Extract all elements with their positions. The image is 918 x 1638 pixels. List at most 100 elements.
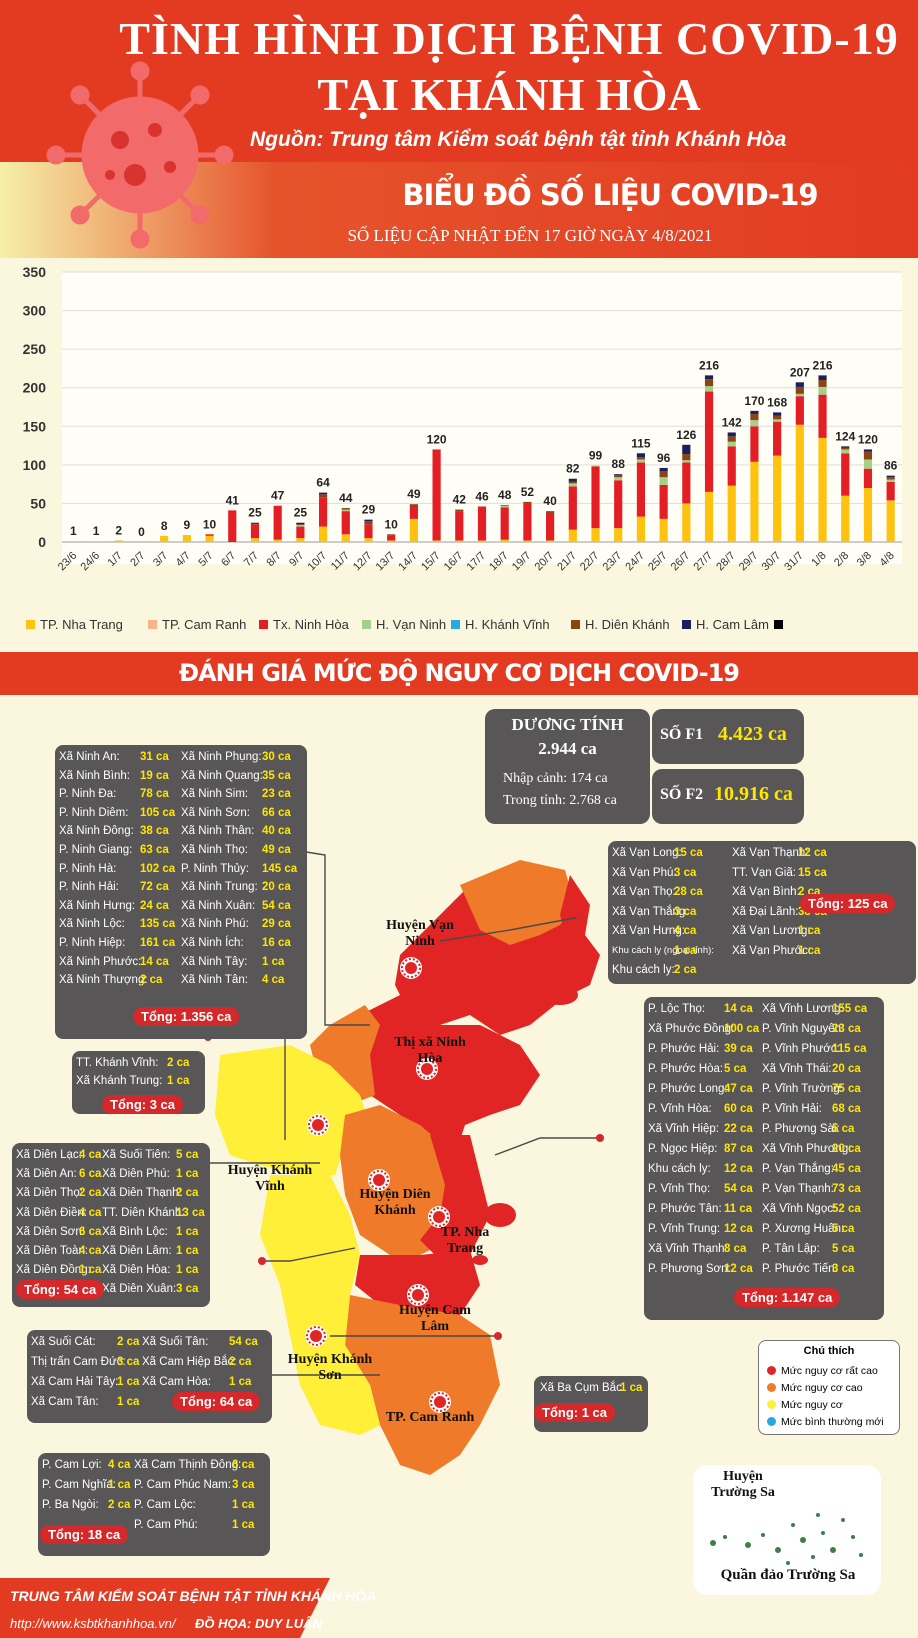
bar-segment — [841, 447, 850, 450]
bar-segment — [364, 524, 373, 539]
bar-total-label: 44 — [339, 491, 353, 505]
bar-segment — [546, 540, 555, 542]
bar-segment — [250, 522, 260, 524]
commune-name: P. Xương Huân: — [762, 1223, 845, 1235]
commune-cases: 30 ca — [262, 751, 291, 763]
legend-item: TP. Cam Ranh — [148, 617, 246, 632]
commune-cases: 54 ca — [229, 1336, 258, 1348]
commune-name: P. Phước Tiến: — [762, 1263, 838, 1275]
commune-name: Xã Suối Tân: — [142, 1336, 209, 1348]
bar-total-label: 216 — [699, 358, 719, 372]
commune-name: Xã Khánh Trung: — [76, 1075, 163, 1087]
commune-name: P. Ba Ngòi: — [42, 1499, 99, 1511]
y-tick-label: 350 — [23, 264, 47, 280]
map-region-cam-lam-south — [345, 1295, 500, 1475]
bar-segment — [795, 382, 804, 387]
commune-cases: 20 ca — [262, 881, 291, 894]
bar-segment — [863, 468, 873, 488]
bar-segment — [863, 488, 873, 542]
commune-name: P. Vĩnh Nguyên: — [762, 1023, 845, 1035]
bar-segment — [841, 453, 850, 496]
region-total-badge: Tổng: 125 ca — [800, 894, 896, 913]
bar-total-label: 41 — [226, 493, 240, 507]
bar-total-label: 124 — [835, 429, 855, 443]
bar-segment — [818, 386, 827, 395]
bar-segment — [886, 477, 895, 480]
commune-name: Thị trấn Cam Đức: — [31, 1356, 126, 1368]
commune-name: Xã Vĩnh Thạnh: — [648, 1243, 728, 1255]
bar-segment — [500, 539, 509, 542]
bar-segment — [818, 437, 827, 542]
bar-total-label: 49 — [407, 487, 421, 501]
page-title-line1: TÌNH HÌNH DỊCH BỆNH COVID-19 — [119, 13, 899, 64]
legend-item: H. Cam Lâm — [682, 617, 769, 632]
y-tick-label: 200 — [23, 380, 47, 396]
bar-segment — [727, 446, 736, 486]
commune-name: P. Cam Nghĩa: — [42, 1479, 116, 1491]
commune-cases: 5 ca — [724, 1063, 747, 1075]
imported-text: Nhập cảnh: 174 ca — [503, 771, 608, 786]
bar-total-label: 48 — [498, 488, 512, 502]
bar-total-label: 47 — [271, 489, 285, 503]
bar-total-label: 96 — [657, 451, 671, 465]
bar-segment — [523, 540, 532, 542]
commune-cases: 15 ca — [798, 866, 827, 879]
commune-cases: 102 ca — [140, 862, 176, 875]
y-tick-label: 100 — [23, 457, 47, 473]
commune-cases: 1 ca — [620, 1382, 643, 1394]
map-region-nha-trang — [420, 1135, 490, 1260]
bar-segment — [296, 525, 305, 527]
bar-segment — [546, 513, 555, 541]
bar-segment — [568, 481, 577, 484]
chart-subtitle: SỐ LIỆU CẬP NHẬT ĐẾN 17 GIỜ NGÀY 4/8/202… — [347, 226, 713, 245]
commune-cases: 2 ca — [167, 1057, 190, 1069]
commune-name: Xã Ninh Trung: — [181, 881, 258, 894]
bar-segment — [727, 436, 736, 442]
commune-name: P. Phương Sài: — [762, 1123, 840, 1135]
commune-cases: 1 ca — [79, 1264, 102, 1277]
bar-segment — [409, 504, 418, 507]
key-item-risk: Mức nguy cơ — [767, 1399, 843, 1411]
bar-segment — [296, 522, 305, 525]
region-total-badge: Tổng: 64 ca — [172, 1392, 261, 1411]
bar-segment — [886, 500, 895, 542]
bar-segment — [296, 538, 305, 542]
commune-name: Xã Ninh Sim: — [181, 788, 249, 801]
bar-segment — [841, 446, 850, 448]
region-total-badge: Tổng: 18 ca — [40, 1525, 129, 1544]
commune-name: Xã Vạn Phước: — [732, 944, 812, 957]
commune-cases: 4 ca — [79, 1245, 102, 1257]
commune-cases: 5 ca — [176, 1149, 199, 1161]
map-region-cam-lam — [355, 1250, 480, 1315]
commune-cases: 54 ca — [262, 899, 291, 912]
footer-url[interactable]: http://www.ksbtkhanhhoa.vn/ — [10, 1616, 176, 1631]
commune-name: Khu cách ly: — [612, 964, 675, 976]
city-marker-icon — [307, 1114, 329, 1136]
bar-segment — [727, 485, 736, 542]
f1-box: SỐ F1 4.423 ca — [652, 709, 804, 764]
bar-segment — [841, 449, 850, 454]
commune-cases: 12 ca — [724, 1263, 753, 1275]
bar-segment — [387, 540, 396, 542]
commune-name: Xã Vĩnh Ngọc: — [762, 1203, 837, 1215]
bar-segment — [182, 535, 191, 542]
page-title-line2: TẠI KHÁNH HÒA — [317, 69, 701, 120]
commune-name: Xã Ninh Phụng: — [181, 751, 262, 763]
bar-total-label: 99 — [589, 449, 603, 463]
bar-total-label: 64 — [316, 476, 330, 490]
place-cam-lam: Huyện Cam Lâm — [399, 1303, 471, 1334]
truong-sa-inset: Huyện Trường Sa Quần đảo Trường Sa — [693, 1465, 881, 1595]
commune-name: P. Lộc Thọ: — [648, 1003, 706, 1015]
positive-label: DƯƠNG TÍNH — [511, 715, 624, 734]
legend-label: H. Khánh Vĩnh — [465, 617, 550, 632]
city-marker-icon — [305, 1325, 327, 1347]
bar-total-label: 46 — [475, 490, 489, 504]
bar-total-label: 8 — [161, 519, 168, 533]
commune-name: Xã Diên Thọ: — [16, 1187, 83, 1200]
commune-name: Xã Vạn Thắng: — [612, 905, 689, 918]
commune-name: P. Ninh Giang: — [59, 844, 133, 856]
bar-segment — [750, 410, 759, 414]
commune-cases: 1 ca — [674, 944, 697, 957]
commune-name: P. Phước Hải: — [648, 1043, 720, 1055]
